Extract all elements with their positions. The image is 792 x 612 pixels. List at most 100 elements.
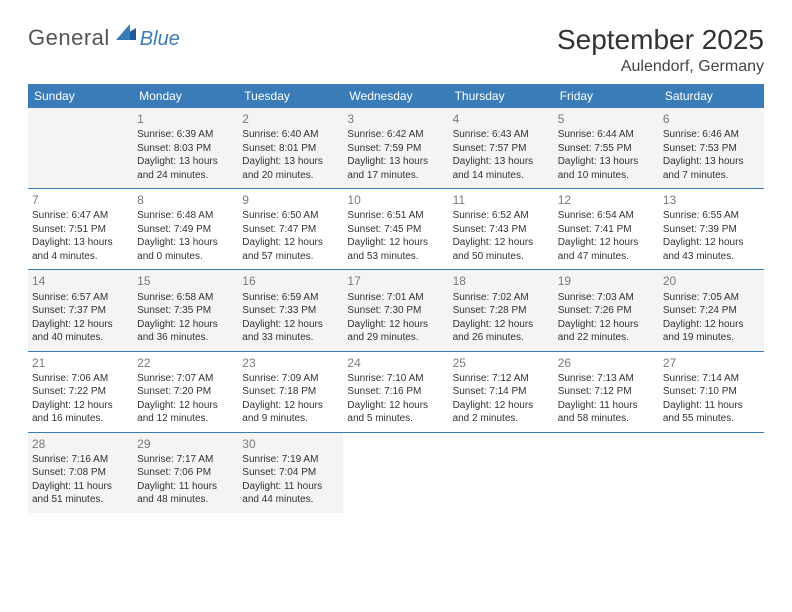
sunrise-text: Sunrise: 7:03 AM	[558, 291, 655, 305]
day-cell: 30Sunrise: 7:19 AMSunset: 7:04 PMDayligh…	[238, 433, 343, 513]
day-number: 10	[347, 192, 444, 208]
day-number: 11	[453, 192, 550, 208]
daylight-text: Daylight: 12 hours and 33 minutes.	[242, 318, 339, 345]
title-block: September 2025 Aulendorf, Germany	[557, 24, 764, 76]
day-cell: 15Sunrise: 6:58 AMSunset: 7:35 PMDayligh…	[133, 270, 238, 350]
sunset-text: Sunset: 7:59 PM	[347, 142, 444, 156]
day-cell: 18 Sunrise: 7:02 AMSunset: 7:28 PMDayligh…	[449, 270, 554, 350]
sunrise-text: Sunrise: 6:43 AM	[453, 128, 550, 142]
sunset-text: Sunset: 7:16 PM	[347, 385, 444, 399]
day-number: 20	[663, 273, 760, 289]
daylight-text: Daylight: 13 hours and 0 minutes.	[137, 236, 234, 263]
day-number: 1	[137, 111, 234, 127]
day-cell: 4Sunrise: 6:43 AMSunset: 7:57 PMDaylight…	[449, 108, 554, 188]
week-row: 7Sunrise: 6:47 AMSunset: 7:51 PMDaylight…	[28, 189, 764, 270]
daylight-text: Daylight: 13 hours and 17 minutes.	[347, 155, 444, 182]
day-number: 16	[242, 273, 339, 289]
day-cell: 8Sunrise: 6:48 AMSunset: 7:49 PMDaylight…	[133, 189, 238, 269]
header: General Blue September 2025 Aulendorf, G…	[28, 24, 764, 76]
daylight-text: Daylight: 12 hours and 26 minutes.	[453, 318, 550, 345]
sunset-text: Sunset: 7:30 PM	[347, 304, 444, 318]
day-number: 18	[453, 273, 550, 289]
sunset-text: Sunset: 7:51 PM	[32, 223, 129, 237]
sunrise-text: Sunrise: 6:46 AM	[663, 128, 760, 142]
day-number: 9	[242, 192, 339, 208]
day-number: 12	[558, 192, 655, 208]
day-number: 2	[242, 111, 339, 127]
day-cell: 16Sunrise: 6:59 AMSunset: 7:33 PMDayligh…	[238, 270, 343, 350]
sunset-text: Sunset: 7:41 PM	[558, 223, 655, 237]
sunset-text: Sunset: 8:01 PM	[242, 142, 339, 156]
sunset-text: Sunset: 7:14 PM	[453, 385, 550, 399]
sunset-text: Sunset: 7:06 PM	[137, 466, 234, 480]
logo-mark-icon	[116, 24, 136, 45]
day-cell: 25Sunrise: 7:12 AMSunset: 7:14 PMDayligh…	[449, 352, 554, 432]
sunset-text: Sunset: 7:37 PM	[32, 304, 129, 318]
sunrise-text: Sunrise: 7:10 AM	[347, 372, 444, 386]
daylight-text: Daylight: 12 hours and 43 minutes.	[663, 236, 760, 263]
daylight-text: Daylight: 12 hours and 5 minutes.	[347, 399, 444, 426]
week-row: 21Sunrise: 7:06 AMSunset: 7:22 PMDayligh…	[28, 352, 764, 433]
day-number: 3	[347, 111, 444, 127]
weekday-header: Wednesday	[343, 84, 448, 108]
sunrise-text: Sunrise: 7:09 AM	[242, 372, 339, 386]
day-cell: 28Sunrise: 7:16 AMSunset: 7:08 PMDayligh…	[28, 433, 133, 513]
day-cell: 12Sunrise: 6:54 AMSunset: 7:41 PMDayligh…	[554, 189, 659, 269]
sunset-text: Sunset: 7:08 PM	[32, 466, 129, 480]
logo: General Blue	[28, 24, 180, 51]
sunset-text: Sunset: 7:22 PM	[32, 385, 129, 399]
weekday-header: Thursday	[449, 84, 554, 108]
day-cell: 22Sunrise: 7:07 AMSunset: 7:20 PMDayligh…	[133, 352, 238, 432]
daylight-text: Daylight: 12 hours and 22 minutes.	[558, 318, 655, 345]
sunrise-text: Sunrise: 6:48 AM	[137, 209, 234, 223]
daylight-text: Daylight: 11 hours and 51 minutes.	[32, 480, 129, 507]
sunrise-text: Sunrise: 6:39 AM	[137, 128, 234, 142]
sunrise-text: Sunrise: 7:05 AM	[663, 291, 760, 305]
sunrise-text: Sunrise: 6:50 AM	[242, 209, 339, 223]
calendar-page: General Blue September 2025 Aulendorf, G…	[0, 0, 792, 612]
day-cell: 26Sunrise: 7:13 AMSunset: 7:12 PMDayligh…	[554, 352, 659, 432]
calendar: Sunday Monday Tuesday Wednesday Thursday…	[28, 84, 764, 513]
sunset-text: Sunset: 7:26 PM	[558, 304, 655, 318]
sunset-text: Sunset: 7:28 PM	[453, 304, 550, 318]
sunrise-text: Sunrise: 6:47 AM	[32, 209, 129, 223]
weeks-container: 1Sunrise: 6:39 AMSunset: 8:03 PMDaylight…	[28, 108, 764, 513]
day-cell: 17Sunrise: 7:01 AMSunset: 7:30 PMDayligh…	[343, 270, 448, 350]
daylight-text: Daylight: 13 hours and 10 minutes.	[558, 155, 655, 182]
day-cell: 19Sunrise: 7:03 AMSunset: 7:26 PMDayligh…	[554, 270, 659, 350]
sunrise-text: Sunrise: 7:02 AM	[453, 291, 550, 305]
day-number: 6	[663, 111, 760, 127]
sunset-text: Sunset: 7:35 PM	[137, 304, 234, 318]
sunrise-text: Sunrise: 7:19 AM	[242, 453, 339, 467]
sunrise-text: Sunrise: 6:59 AM	[242, 291, 339, 305]
day-number: 27	[663, 355, 760, 371]
weekday-header: Monday	[133, 84, 238, 108]
day-cell: 5Sunrise: 6:44 AMSunset: 7:55 PMDaylight…	[554, 108, 659, 188]
weekday-header: Saturday	[659, 84, 764, 108]
daylight-text: Daylight: 11 hours and 48 minutes.	[137, 480, 234, 507]
sunrise-text: Sunrise: 7:01 AM	[347, 291, 444, 305]
sunrise-text: Sunrise: 6:44 AM	[558, 128, 655, 142]
daylight-text: Daylight: 11 hours and 58 minutes.	[558, 399, 655, 426]
day-cell: 23Sunrise: 7:09 AMSunset: 7:18 PMDayligh…	[238, 352, 343, 432]
day-number: 28	[32, 436, 129, 452]
sunset-text: Sunset: 7:10 PM	[663, 385, 760, 399]
daylight-text: Daylight: 13 hours and 24 minutes.	[137, 155, 234, 182]
day-number: 22	[137, 355, 234, 371]
day-number: 30	[242, 436, 339, 452]
day-cell: 2Sunrise: 6:40 AMSunset: 8:01 PMDaylight…	[238, 108, 343, 188]
day-cell: 21Sunrise: 7:06 AMSunset: 7:22 PMDayligh…	[28, 352, 133, 432]
sunset-text: Sunset: 7:57 PM	[453, 142, 550, 156]
weekday-header: Friday	[554, 84, 659, 108]
day-cell	[28, 108, 133, 188]
daylight-text: Daylight: 12 hours and 9 minutes.	[242, 399, 339, 426]
day-cell	[659, 433, 764, 513]
day-number: 25	[453, 355, 550, 371]
sunset-text: Sunset: 8:03 PM	[137, 142, 234, 156]
weekday-header: Tuesday	[238, 84, 343, 108]
weekday-header: Sunday	[28, 84, 133, 108]
day-number: 26	[558, 355, 655, 371]
day-number: 17	[347, 273, 444, 289]
sunrise-text: Sunrise: 7:12 AM	[453, 372, 550, 386]
day-cell: 27Sunrise: 7:14 AMSunset: 7:10 PMDayligh…	[659, 352, 764, 432]
